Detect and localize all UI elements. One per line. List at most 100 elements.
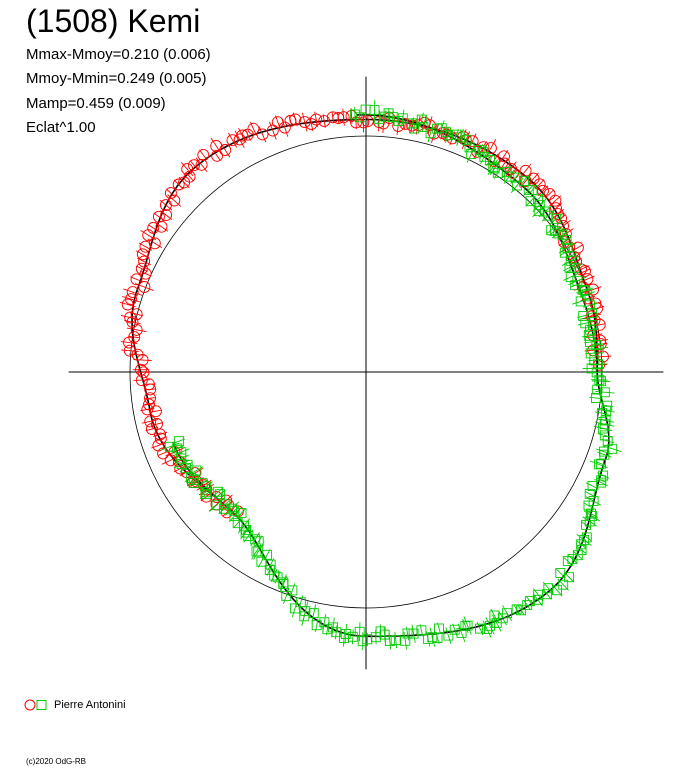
point-marker <box>331 627 342 638</box>
error-bar <box>301 606 308 626</box>
point-marker <box>600 415 611 426</box>
point-marker <box>425 128 436 139</box>
error-bar <box>254 535 263 547</box>
point-marker <box>407 118 418 129</box>
data-point <box>137 255 152 268</box>
data-point <box>256 126 269 143</box>
error-bar <box>236 507 247 519</box>
error-bar <box>595 391 615 394</box>
data-point <box>200 487 211 498</box>
data-point <box>356 110 367 125</box>
point-marker <box>461 134 472 145</box>
data-point <box>443 627 454 644</box>
error-bar <box>199 149 208 161</box>
point-marker <box>126 286 139 299</box>
error-bar <box>482 620 492 638</box>
data-point <box>474 144 485 156</box>
point-marker <box>139 240 152 253</box>
error-bar <box>281 118 289 137</box>
error-bar <box>579 268 591 274</box>
error-bar <box>173 179 184 190</box>
error-bar <box>403 631 408 650</box>
data-point <box>133 374 151 387</box>
data-point <box>591 384 603 395</box>
error-bar <box>410 117 414 130</box>
error-bar <box>594 421 615 427</box>
data-point <box>475 621 485 636</box>
point-marker <box>524 596 535 607</box>
data-point <box>290 599 300 618</box>
data-point <box>144 392 156 405</box>
data-point <box>461 134 472 145</box>
data-point <box>432 631 443 645</box>
point-marker <box>210 140 223 152</box>
point-marker <box>142 229 155 242</box>
point-marker <box>149 405 162 418</box>
error-bar <box>596 418 615 423</box>
point-marker <box>347 631 358 642</box>
point-marker <box>130 308 143 321</box>
data-point <box>132 363 150 376</box>
point-marker <box>599 446 609 457</box>
data-point <box>243 529 254 543</box>
data-point <box>133 354 152 366</box>
point-marker <box>305 118 318 131</box>
data-point <box>179 463 193 474</box>
error-bar <box>153 212 165 222</box>
point-marker <box>159 199 172 212</box>
data-point <box>581 532 592 543</box>
point-marker <box>594 374 605 385</box>
error-bar <box>525 195 536 207</box>
data-point <box>572 296 590 307</box>
point-marker <box>178 176 191 189</box>
error-bar <box>479 141 487 154</box>
data-point <box>141 415 159 428</box>
point-marker <box>591 393 601 403</box>
point-marker <box>567 554 578 565</box>
error-bar <box>138 242 153 251</box>
error-bar <box>597 408 615 413</box>
error-bar <box>567 253 581 261</box>
error-bar <box>253 543 264 560</box>
point-marker <box>318 115 331 128</box>
point-marker <box>584 488 595 499</box>
error-bar <box>135 265 148 272</box>
error-bar <box>149 409 162 413</box>
point-marker <box>572 275 583 286</box>
data-point <box>326 111 339 124</box>
data-point <box>123 286 143 299</box>
data-point <box>565 262 584 273</box>
point-marker <box>130 323 143 336</box>
error-bar <box>133 359 152 361</box>
point-marker <box>236 129 249 142</box>
point-marker <box>533 206 544 217</box>
error-bar <box>499 149 509 163</box>
data-point <box>226 132 239 148</box>
data-point <box>564 572 574 583</box>
point-marker <box>219 503 229 514</box>
error-bar <box>126 327 147 333</box>
point-marker <box>599 430 610 441</box>
data-point <box>502 605 513 622</box>
data-point <box>197 148 210 161</box>
data-point <box>188 159 200 172</box>
point-marker <box>262 549 273 560</box>
point-marker <box>474 145 485 155</box>
point-marker <box>157 447 170 460</box>
point-marker <box>581 532 592 543</box>
error-bar <box>257 555 265 568</box>
data-point <box>375 624 386 639</box>
data-point <box>565 251 577 261</box>
error-bar <box>140 407 155 412</box>
point-marker <box>300 606 311 617</box>
data-point <box>416 112 427 127</box>
point-marker <box>278 579 289 589</box>
point-marker <box>434 623 444 634</box>
error-bar <box>491 614 502 632</box>
chart-title: (1508) Kemi <box>26 3 201 39</box>
plot-axes <box>68 76 664 670</box>
point-marker <box>591 340 602 350</box>
data-point <box>211 149 224 162</box>
error-bar <box>502 165 512 179</box>
error-bar <box>528 185 537 195</box>
